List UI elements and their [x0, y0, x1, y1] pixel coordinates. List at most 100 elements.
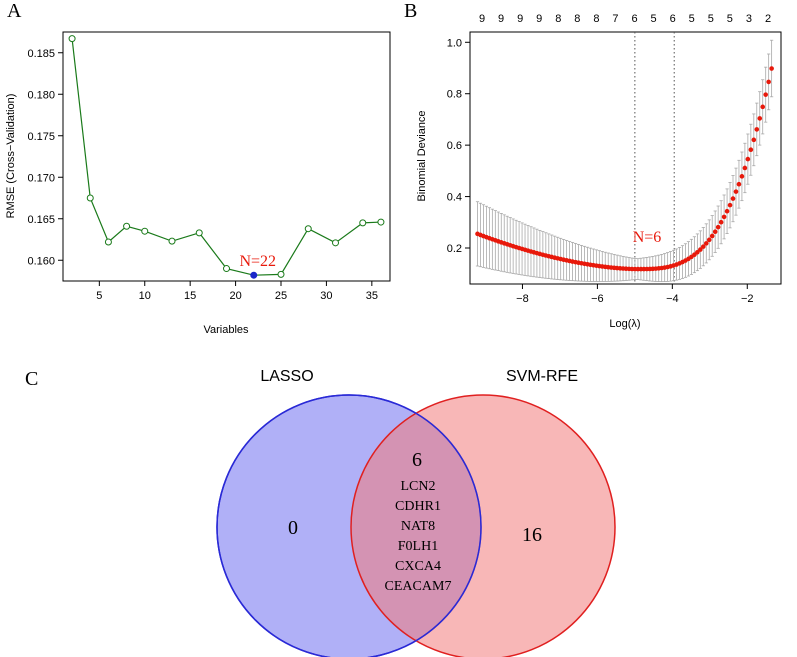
rmse-min-point — [250, 271, 258, 279]
deviance-x-tick-label: −2 — [741, 293, 754, 305]
venn-label-lasso: LASSO — [260, 368, 313, 385]
deviance-y-tick-label: 0.6 — [447, 140, 462, 152]
deviance-x-axis-title: Log(λ) — [609, 318, 640, 330]
deviance-point — [698, 247, 703, 252]
deviance-top-count: 5 — [651, 13, 657, 25]
deviance-point — [736, 181, 742, 187]
venn-count-intersection: 6 — [412, 449, 422, 471]
deviance-top-count: 5 — [708, 13, 714, 25]
venn-circle-svm-rfe — [350, 394, 616, 657]
deviance-point — [727, 202, 733, 208]
deviance-point — [748, 147, 754, 153]
deviance-point — [769, 66, 774, 71]
rmse-x-tick-label: 25 — [275, 290, 287, 302]
deviance-plot-frame — [469, 31, 782, 285]
rmse-point — [223, 265, 230, 273]
deviance-y-tick-label: 1.0 — [447, 37, 462, 49]
deviance-top-count: 3 — [746, 13, 752, 25]
rmse-chart: 0.160 0.165 0.170 0.175 0.180 0.185 5 10 15 20 25… — [5, 31, 391, 336]
deviance-point — [751, 137, 757, 143]
deviance-point — [700, 244, 706, 249]
venn-gene-label: CXCA4 — [395, 559, 441, 574]
rmse-point — [304, 225, 312, 233]
deviance-top-count: 5 — [689, 13, 695, 25]
venn-count-svm-only: 16 — [522, 524, 542, 546]
rmse-y-axis-title: RMSE (Cross−Validation) — [5, 94, 17, 219]
rmse-point — [86, 194, 94, 202]
lasso-deviance-chart: 9 9 9 9 8 8 8 7 6 5 6 5 5 5 3 2 0.2 0.4 0.6 0.8 1.0 −8 −6 −4 −… — [416, 13, 782, 330]
deviance-point — [715, 224, 721, 230]
deviance-y-tick-label: 0.8 — [447, 89, 462, 101]
deviance-point — [724, 208, 730, 214]
deviance-top-count: 8 — [574, 13, 580, 25]
rmse-x-tick-label: 10 — [139, 290, 151, 302]
rmse-x-tick-label: 20 — [229, 290, 241, 302]
rmse-point — [195, 229, 203, 237]
deviance-point — [706, 237, 712, 243]
rmse-x-tick-label: 5 — [96, 290, 102, 302]
rmse-x-tick-label: 30 — [320, 290, 332, 302]
deviance-point — [695, 249, 700, 255]
panel-label-c: C — [25, 368, 38, 390]
rmse-point — [123, 222, 131, 230]
rmse-plot-frame — [62, 31, 391, 282]
deviance-point — [733, 189, 739, 194]
rmse-y-tick-label: 0.165 — [27, 214, 55, 226]
deviance-point — [739, 174, 745, 179]
venn-gene-label: CDHR1 — [395, 499, 441, 514]
deviance-top-count: 9 — [479, 13, 485, 25]
rmse-point — [377, 218, 385, 226]
rmse-line — [71, 38, 381, 276]
rmse-point — [168, 237, 176, 245]
rmse-x-tick-label: 15 — [184, 290, 196, 302]
deviance-top-count: 6 — [670, 13, 676, 25]
rmse-x-tick-label: 35 — [366, 290, 378, 302]
deviance-point — [760, 104, 766, 110]
rmse-point — [68, 35, 76, 43]
deviance-point — [766, 79, 771, 85]
deviance-y-tick-label: 0.4 — [447, 192, 462, 204]
deviance-top-count: 9 — [498, 13, 504, 25]
deviance-point — [730, 196, 736, 201]
deviance-x-tick-label: −6 — [591, 293, 604, 305]
deviance-top-count: 9 — [536, 13, 542, 25]
deviance-annotation: N=6 — [633, 229, 662, 246]
deviance-point — [721, 214, 727, 220]
deviance-point — [763, 92, 768, 97]
deviance-top-count: 5 — [727, 13, 733, 25]
rmse-y-tick-label: 0.170 — [27, 172, 55, 184]
panel-label-b: B — [404, 0, 417, 22]
venn-gene-label: CEACAM7 — [385, 579, 452, 594]
venn-gene-label: LCN2 — [401, 479, 436, 494]
deviance-point — [742, 165, 748, 171]
rmse-x-axis-title: Variables — [203, 324, 249, 336]
venn-gene-label: NAT8 — [401, 519, 435, 534]
rmse-y-tick-label: 0.185 — [27, 48, 55, 60]
deviance-point — [712, 229, 718, 235]
deviance-point — [757, 116, 763, 121]
deviance-top-count: 8 — [555, 13, 561, 25]
deviance-point — [703, 241, 709, 246]
venn-label-svm-rfe: SVM-RFE — [506, 368, 578, 385]
deviance-point — [754, 127, 760, 132]
deviance-x-tick-label: −8 — [516, 293, 529, 305]
rmse-min-annotation: N=22 — [239, 253, 276, 270]
rmse-point — [104, 238, 112, 246]
deviance-top-count: 2 — [765, 13, 771, 25]
venn-gene-label: F0LH1 — [398, 539, 438, 554]
venn-count-lasso-only: 0 — [288, 517, 298, 539]
deviance-point — [718, 219, 724, 225]
deviance-top-count: 9 — [517, 13, 523, 25]
rmse-y-tick-label: 0.160 — [27, 255, 55, 267]
venn-outline-lasso — [216, 394, 482, 657]
deviance-top-count: 6 — [631, 13, 637, 25]
deviance-top-count: 8 — [593, 13, 599, 25]
rmse-point — [141, 227, 149, 235]
rmse-y-tick-label: 0.180 — [27, 89, 55, 101]
deviance-point — [745, 156, 751, 162]
panel-label-a: A — [7, 0, 22, 22]
deviance-point — [709, 233, 715, 239]
rmse-point — [332, 239, 339, 247]
rmse-point — [277, 270, 285, 278]
